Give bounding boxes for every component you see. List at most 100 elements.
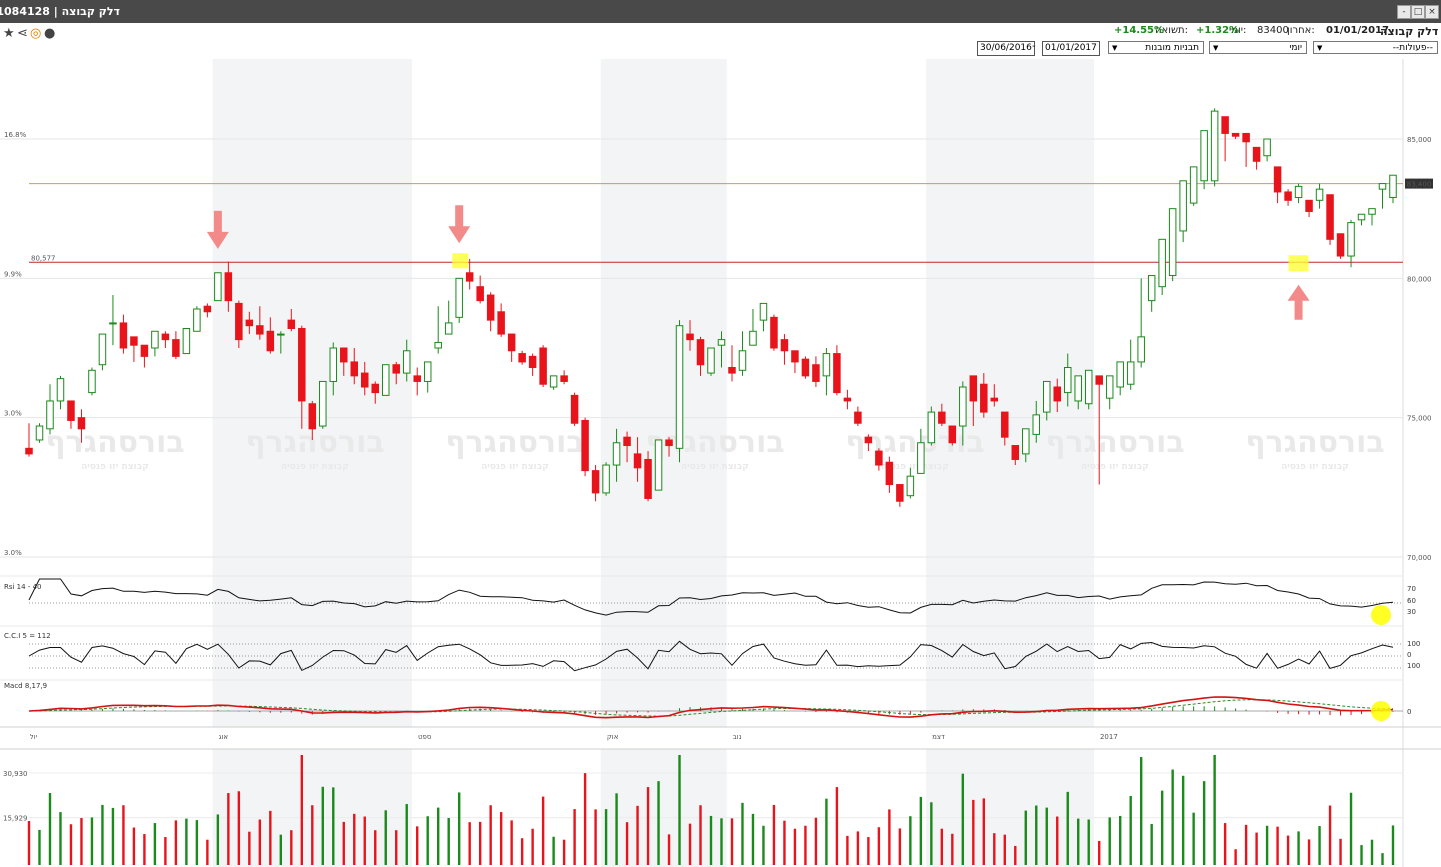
candle-body xyxy=(402,350,411,374)
volume-bar xyxy=(248,831,251,865)
volume-bar xyxy=(1213,754,1216,865)
highlight-marker xyxy=(1371,701,1391,721)
candle-body xyxy=(182,327,191,355)
volume-bar xyxy=(1360,845,1363,865)
candle-body xyxy=(434,341,442,349)
candle-body xyxy=(119,322,128,349)
comment-icon[interactable]: ● xyxy=(44,26,56,41)
candle-body xyxy=(1084,369,1093,405)
volume-bar xyxy=(510,820,513,865)
volume-bar xyxy=(898,828,902,865)
share-icon[interactable]: ⋖ xyxy=(17,26,28,41)
candle-body xyxy=(109,322,117,325)
minimize-button[interactable]: - xyxy=(1397,5,1411,19)
candle-body xyxy=(959,386,967,427)
watermark-text: בורסהגרף xyxy=(1045,425,1184,460)
volume-bar xyxy=(1066,791,1069,865)
cci-tick: 100 xyxy=(1407,640,1420,648)
candle-body xyxy=(633,453,642,469)
star-icon[interactable]: ★ xyxy=(3,26,15,41)
candle-body xyxy=(497,311,505,335)
candle-body xyxy=(675,325,684,449)
highlight-marker xyxy=(1288,255,1309,272)
candle-body xyxy=(1043,380,1051,413)
candle-body xyxy=(591,470,600,494)
candle-body xyxy=(1252,146,1261,162)
period-select[interactable]: ▼ יומי xyxy=(1209,41,1307,54)
x-axis: יול אוג ספט אוק נוב דצמ 2017 xyxy=(0,733,1441,750)
candle-body xyxy=(864,436,873,444)
maximize-button[interactable]: □ xyxy=(1411,5,1425,19)
candle-body xyxy=(1011,445,1020,460)
candle-body xyxy=(560,375,568,382)
volume-bar xyxy=(1024,810,1027,865)
volume-bar xyxy=(90,817,94,865)
period-select-value: יומי xyxy=(1289,43,1302,53)
volume-bar xyxy=(940,828,944,865)
x-tick-label: ספט xyxy=(418,733,432,741)
y-tick-right: 75,000 xyxy=(1407,415,1432,423)
date-to-input[interactable]: 01/01/2017 xyxy=(1042,41,1100,56)
yield-value: +14.55% xyxy=(1114,25,1165,36)
candle-body xyxy=(1001,411,1009,438)
watermark-text: בורסהגרף xyxy=(45,425,184,460)
candle-body xyxy=(130,336,138,346)
y-tick-left: 3.0% xyxy=(4,410,22,418)
actions-select[interactable]: ▼ --פעולות-- xyxy=(1313,41,1438,54)
volume-bar xyxy=(993,833,996,865)
patterns-select[interactable]: ▼ תבניות מובנות xyxy=(1108,41,1204,54)
volume-bar xyxy=(1265,825,1269,865)
volume-bar xyxy=(111,807,115,865)
last-price-label: 83,400 xyxy=(1407,181,1432,189)
candle-body xyxy=(770,316,778,349)
candle-body xyxy=(917,442,925,474)
candle-body xyxy=(801,358,810,377)
candle-body xyxy=(1389,174,1397,199)
candle-body xyxy=(1368,208,1376,215)
x-tick-label: נוב xyxy=(733,733,742,741)
candle-body xyxy=(161,333,170,341)
volume-bar xyxy=(1181,775,1185,865)
volume-bar xyxy=(426,816,429,865)
x-tick-label: דצמ xyxy=(932,733,945,741)
candle-body xyxy=(581,419,589,472)
date-from-input[interactable]: 30/06/2016 xyxy=(977,41,1035,56)
candle-body xyxy=(1053,386,1061,402)
volume-bar xyxy=(489,805,492,865)
candle-body xyxy=(1200,130,1208,182)
volume-bar xyxy=(541,796,545,865)
candle-body xyxy=(266,330,275,352)
close-button[interactable]: × xyxy=(1425,5,1439,19)
candle-body xyxy=(644,458,652,499)
volume-bar xyxy=(1192,812,1195,865)
volume-bar xyxy=(300,754,303,865)
candle-body xyxy=(151,330,159,349)
candle-body xyxy=(822,353,831,377)
candle-body xyxy=(738,350,747,371)
volume-bar xyxy=(1035,805,1038,865)
volume-bar xyxy=(877,827,881,865)
volume-bar xyxy=(762,825,765,865)
candle-body xyxy=(413,375,421,382)
month-band xyxy=(600,749,727,867)
candle-body xyxy=(371,383,379,394)
axis-ticks: 85,000 80,000 75,000 70,000 16.8% 9.9% 3.0% 3.0… xyxy=(4,131,1432,562)
price-chart[interactable]: בורסהגרף קבוצת יזו פנסיה בורסהגרף קבוצת יזו… xyxy=(0,59,1441,867)
candle-body xyxy=(140,344,149,357)
candle-body xyxy=(948,425,957,444)
settings-icon[interactable]: ◎ xyxy=(30,26,42,41)
volume-bar xyxy=(342,821,345,865)
watermark-text: בורסהגרף xyxy=(1245,425,1384,460)
candle-body xyxy=(1273,166,1282,193)
volume-bar xyxy=(1286,835,1290,865)
candle-body xyxy=(1242,132,1250,143)
volume-bar xyxy=(856,831,860,865)
markers xyxy=(206,205,1310,320)
volume-bar xyxy=(531,828,534,865)
volume-bar xyxy=(269,810,272,865)
macd-line xyxy=(28,696,1394,719)
volume-bar xyxy=(69,824,73,865)
up-arrow-head xyxy=(1287,284,1310,301)
candle-body xyxy=(570,394,579,424)
candles xyxy=(25,108,1397,507)
